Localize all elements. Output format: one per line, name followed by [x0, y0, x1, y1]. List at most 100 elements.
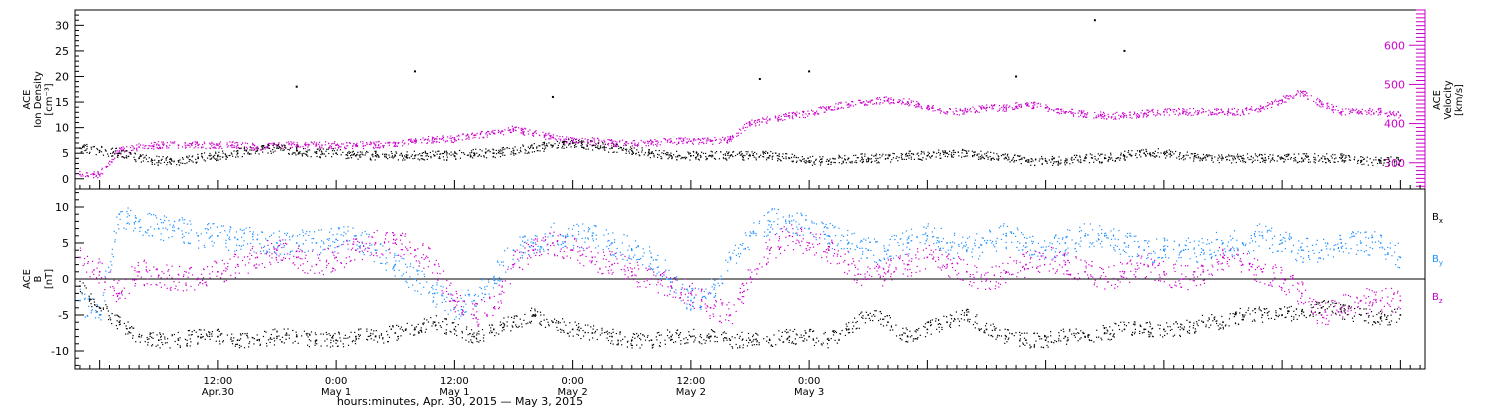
velocity-series-sample [802, 110, 804, 113]
density-series-sample [1035, 159, 1037, 161]
bx-series-sample [231, 333, 233, 335]
velocity-series-sample [153, 144, 155, 146]
density-series-sample [225, 155, 227, 158]
density-series-sample [951, 152, 953, 154]
bx-series-point [138, 335, 140, 338]
density-outlier-point [758, 78, 761, 81]
bx-series-sample [159, 332, 161, 334]
density-series-point [79, 147, 81, 149]
bx-series-sample [544, 326, 547, 328]
density-series-sample [1201, 159, 1204, 161]
bx-series-sample [588, 339, 591, 341]
velocity-series-sample [241, 142, 244, 144]
density-series-sample [714, 158, 717, 160]
velocity-series-sample [550, 138, 552, 140]
bx-series-sample [687, 339, 689, 341]
velocity-series-sample [619, 141, 621, 143]
velocity-series-sample [1082, 111, 1084, 113]
density-series-sample [1014, 154, 1016, 156]
velocity-series-sample [904, 103, 906, 105]
density-series-sample [492, 148, 494, 150]
density-series-sample [142, 160, 144, 162]
bx-series-sample [1007, 338, 1009, 340]
velocity-series-sample [799, 116, 801, 118]
velocity-series-sample [1326, 102, 1328, 105]
velocity-series-sample [410, 140, 412, 142]
velocity-series-sample [1303, 90, 1305, 93]
bx-series-sample [273, 344, 276, 346]
density-series-sample [215, 151, 217, 153]
density-series-sample [834, 162, 836, 164]
bx-series-sample [521, 323, 523, 325]
density-series-sample [423, 159, 426, 161]
density-series-sample [376, 156, 378, 158]
density-series-sample [470, 155, 472, 157]
bx-series-sample [90, 303, 92, 305]
density-series-sample [93, 146, 95, 148]
density-series-sample [1178, 154, 1181, 156]
density-series-point [473, 152, 475, 154]
velocity-series-sample [812, 110, 814, 112]
bx-series-sample [972, 323, 975, 326]
density-series-sample [770, 150, 772, 153]
density-series-sample [580, 141, 582, 143]
velocity-series-sample [231, 141, 233, 143]
velocity-series-sample [136, 148, 138, 151]
bx-series-sample [81, 292, 83, 294]
velocity-series-sample [101, 167, 103, 169]
density-series-sample [725, 154, 727, 156]
velocity-series-sample [121, 148, 123, 150]
density-series-sample [804, 162, 806, 164]
velocity-series-sample [908, 98, 910, 100]
velocity-series-sample [1197, 113, 1200, 115]
bx-series-sample [445, 333, 447, 335]
density-series-sample [658, 150, 660, 152]
velocity-series-sample [1393, 111, 1395, 113]
density-series-sample [533, 151, 536, 153]
density-series-sample [1098, 161, 1101, 163]
velocity-series-sample [693, 138, 695, 141]
density-series-sample [1183, 159, 1185, 161]
density-series-sample [1295, 160, 1297, 162]
density-series-sample [1085, 157, 1088, 159]
density-series-sample [217, 159, 219, 161]
velocity-series-sample [264, 148, 266, 150]
bx-series-sample [518, 325, 520, 327]
density-series-sample [635, 152, 637, 154]
density-series-sample [170, 158, 172, 161]
density-series-sample [1057, 164, 1059, 166]
density-series-sample [133, 156, 135, 158]
velocity-series-sample [704, 137, 706, 139]
bx-series-sample [751, 344, 753, 346]
density-series-sample [620, 147, 622, 149]
bx-series-sample [1109, 339, 1111, 341]
density-series-sample [125, 156, 127, 159]
velocity-series-sample [1349, 110, 1351, 113]
density-series-sample [853, 154, 855, 157]
density-series-sample [1234, 158, 1236, 160]
density-series-sample [224, 154, 227, 156]
density-series-sample [603, 145, 605, 147]
density-series-sample [1107, 160, 1109, 162]
density-series-sample [186, 162, 188, 164]
density-series-sample [375, 151, 377, 153]
velocity-series-sample [675, 138, 678, 140]
velocity-series-sample [918, 106, 920, 108]
velocity-series-sample [461, 139, 463, 141]
bx-series-sample [502, 326, 505, 329]
density-series-sample [261, 145, 263, 147]
density-series-sample [1276, 160, 1278, 162]
bx-series-sample [397, 338, 400, 340]
bx-series-sample [124, 333, 127, 335]
density-series-sample [443, 159, 445, 161]
bx-series-sample [855, 322, 857, 324]
density-series-sample [92, 146, 94, 148]
bx-series-sample [519, 318, 521, 320]
density-series-sample [446, 154, 448, 156]
velocity-series-sample [939, 107, 941, 110]
velocity-series-sample [111, 158, 113, 161]
bx-series-sample [515, 315, 517, 317]
velocity-series-sample [1299, 93, 1301, 95]
velocity-series-sample [742, 127, 744, 130]
density-series-sample [283, 146, 286, 148]
